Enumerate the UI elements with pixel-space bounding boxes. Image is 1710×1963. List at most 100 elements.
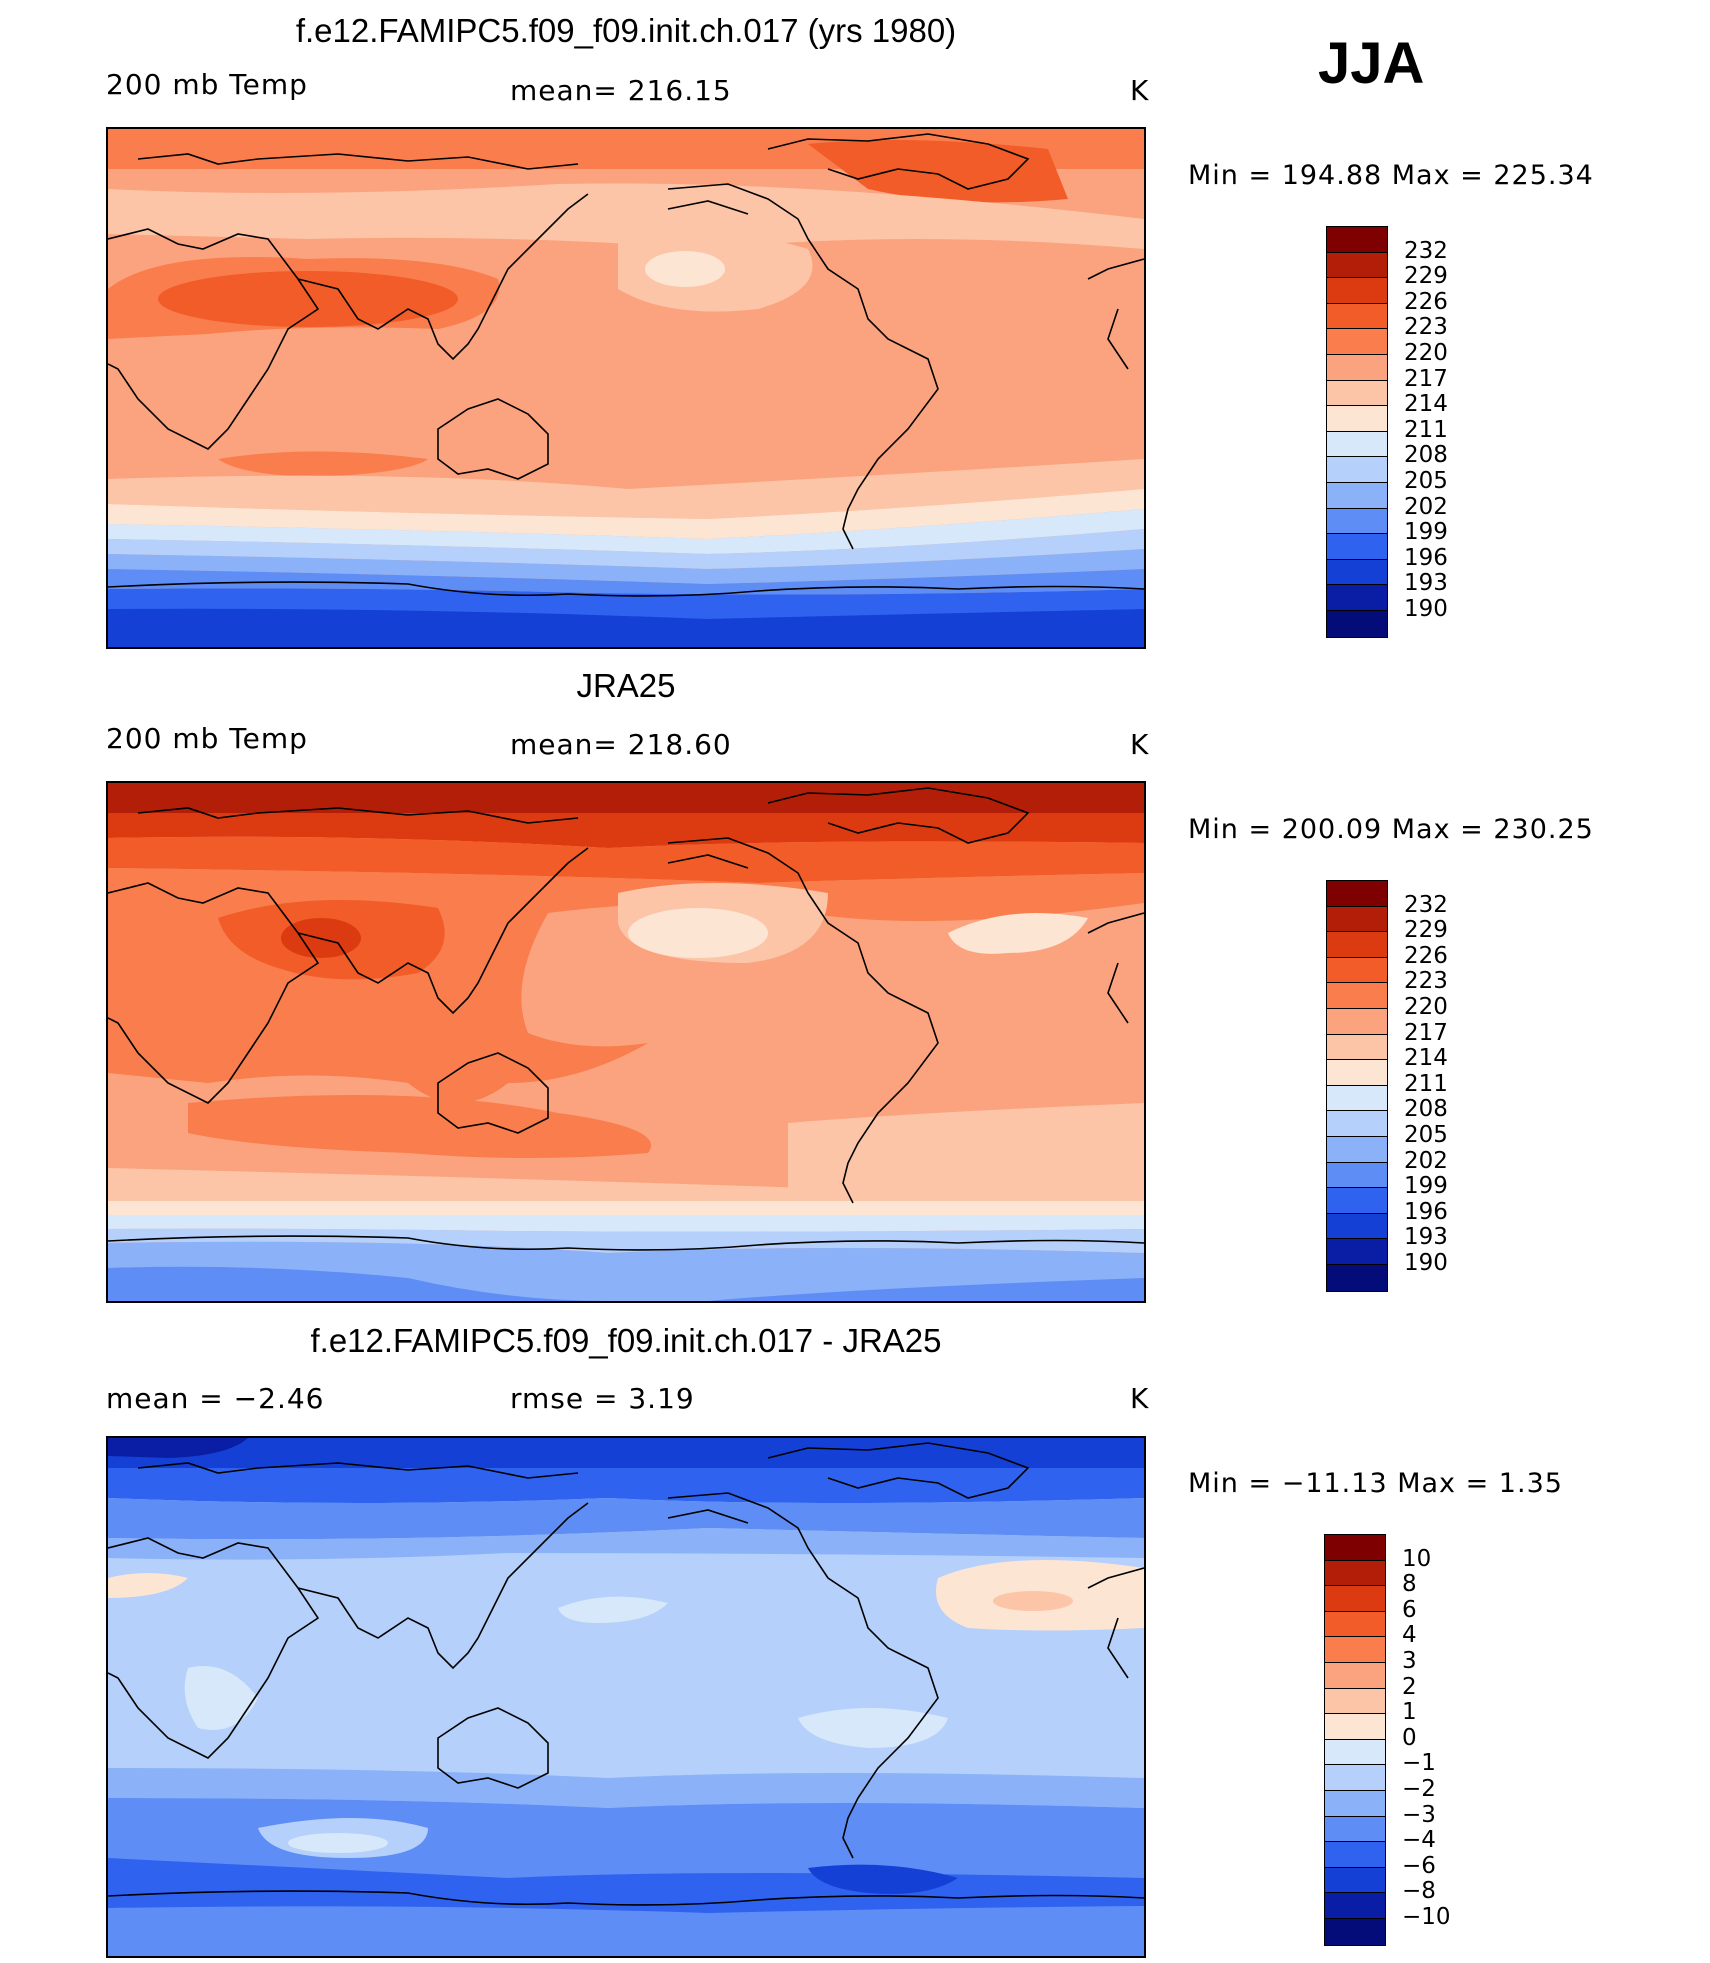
colorbar-swatch [1327, 585, 1387, 611]
colorbar-swatch [1325, 1688, 1385, 1715]
panel-1-colorbar-swatches [1326, 226, 1388, 638]
panel-2-map [106, 781, 1146, 1303]
colorbar-tick-label: 220 [1404, 994, 1448, 1020]
season-label: JJA [1318, 31, 1425, 96]
colorbar-swatch [1325, 1637, 1385, 1663]
colorbar-swatch [1327, 1162, 1387, 1189]
colorbar-swatch [1327, 1008, 1387, 1035]
colorbar-tick-label: −1 [1402, 1750, 1436, 1777]
panel-3-colorbar-swatches [1324, 1534, 1386, 1946]
colorbar-tick-label: 220 [1404, 340, 1448, 366]
panel-3-map-field [108, 1438, 1144, 1956]
colorbar-tick-label: 202 [1404, 493, 1448, 520]
colorbar-tick-label: 208 [1404, 1096, 1448, 1123]
colorbar-swatch [1327, 1264, 1387, 1291]
panel-1-colorbar [1326, 226, 1388, 638]
colorbar-tick-label: 193 [1404, 570, 1448, 597]
panel-1-mean-label: mean= 216.15 [510, 74, 732, 107]
colorbar-swatch [1325, 1765, 1385, 1791]
colorbar-tick-label: 10 [1402, 1545, 1432, 1572]
panel-3-title: f.e12.FAMIPC5.f09_f09.init.ch.017 - JRA2… [310, 1322, 942, 1359]
colorbar-swatch [1327, 329, 1387, 355]
colorbar-swatch [1327, 508, 1387, 535]
colorbar-swatch [1327, 380, 1387, 407]
colorbar-swatch [1327, 610, 1387, 637]
panel-1-map [106, 127, 1146, 649]
panel-3-rmse-label: rmse = 3.19 [510, 1382, 695, 1415]
panel-2-variable-label: 200 mb Temp [106, 722, 308, 755]
colorbar-tick-label: 229 [1404, 263, 1448, 290]
panel-3-mean-label: mean = −2.46 [106, 1382, 325, 1415]
panel-2-colorbar-swatches [1326, 880, 1388, 1292]
colorbar-tick-label: 1 [1402, 1699, 1417, 1726]
colorbar-tick-label: 217 [1404, 365, 1448, 392]
colorbar-tick-label: 199 [1404, 519, 1448, 546]
colorbar-tick-label: 214 [1404, 391, 1448, 418]
colorbar-swatch [1327, 881, 1387, 907]
colorbar-swatch [1327, 1060, 1387, 1086]
colorbar-tick-label: 196 [1404, 1198, 1448, 1225]
colorbar-tick-label: 4 [1402, 1622, 1417, 1649]
colorbar-tick-label: 205 [1404, 1122, 1448, 1148]
colorbar-swatch [1327, 983, 1387, 1009]
colorbar-tick-label: −8 [1402, 1878, 1436, 1905]
colorbar-swatch [1327, 1239, 1387, 1265]
panel-3-colorbar [1324, 1534, 1386, 1946]
colorbar-tick-label: 232 [1404, 237, 1448, 264]
colorbar-tick-label: −10 [1402, 1904, 1451, 1930]
colorbar-swatch [1327, 534, 1387, 560]
panel-2-title: JRA25 [576, 667, 676, 704]
colorbar-swatch [1327, 482, 1387, 509]
colorbar-tick-label: 217 [1404, 1019, 1448, 1046]
colorbar-swatch [1327, 278, 1387, 304]
colorbar-tick-label: 190 [1404, 1250, 1448, 1276]
colorbar-tick-label: 3 [1402, 1648, 1417, 1674]
colorbar-tick-label: 214 [1404, 1045, 1448, 1072]
colorbar-tick-label: 226 [1404, 288, 1448, 315]
colorbar-tick-label: −6 [1402, 1852, 1436, 1879]
colorbar-tick-label: 232 [1404, 891, 1448, 918]
colorbar-tick-label: 199 [1404, 1173, 1448, 1200]
colorbar-swatch [1325, 1662, 1385, 1689]
colorbar-tick-label: 211 [1404, 1070, 1448, 1097]
colorbar-swatch [1325, 1842, 1385, 1868]
panel-2-colorbar [1326, 880, 1388, 1292]
colorbar-tick-label: 193 [1404, 1224, 1448, 1251]
colorbar-swatch [1327, 957, 1387, 984]
colorbar-swatch [1325, 1586, 1385, 1612]
colorbar-swatch [1327, 1034, 1387, 1061]
colorbar-swatch [1325, 1918, 1385, 1945]
colorbar-swatch [1327, 303, 1387, 330]
colorbar-tick-label: 0 [1402, 1724, 1417, 1751]
colorbar-swatch [1327, 1188, 1387, 1214]
colorbar-tick-label: 190 [1404, 596, 1448, 622]
colorbar-tick-label: 208 [1404, 442, 1448, 469]
colorbar-tick-label: 2 [1402, 1673, 1417, 1700]
colorbar-tick-label: 229 [1404, 917, 1448, 944]
colorbar-swatch [1327, 932, 1387, 958]
colorbar-swatch [1327, 354, 1387, 381]
colorbar-swatch [1327, 1111, 1387, 1137]
panel-2-map-field [108, 783, 1144, 1301]
panel-2-mean-label: mean= 218.60 [510, 728, 732, 761]
colorbar-swatch [1325, 1535, 1385, 1561]
colorbar-tick-label: 223 [1404, 968, 1448, 995]
colorbar-tick-label: 6 [1402, 1596, 1417, 1623]
colorbar-swatch [1327, 906, 1387, 933]
colorbar-tick-label: 8 [1402, 1571, 1417, 1598]
colorbar-swatch [1327, 1085, 1387, 1112]
panel-1-unit-label: K [1130, 74, 1150, 107]
colorbar-swatch [1327, 227, 1387, 253]
colorbar-tick-label: −3 [1402, 1801, 1436, 1828]
panel-1-variable-label: 200 mb Temp [106, 68, 308, 101]
panel-3-unit-label: K [1130, 1382, 1150, 1415]
colorbar-swatch [1327, 559, 1387, 586]
colorbar-swatch [1325, 1714, 1385, 1740]
panel-3-map [106, 1436, 1146, 1958]
colorbar-tick-label: 196 [1404, 544, 1448, 571]
panel-3-minmax: Min = −11.13 Max = 1.35 [1188, 1468, 1563, 1499]
panel-2-minmax: Min = 200.09 Max = 230.25 [1188, 814, 1594, 845]
colorbar-swatch [1327, 406, 1387, 432]
colorbar-swatch [1327, 457, 1387, 483]
colorbar-swatch [1325, 1560, 1385, 1587]
